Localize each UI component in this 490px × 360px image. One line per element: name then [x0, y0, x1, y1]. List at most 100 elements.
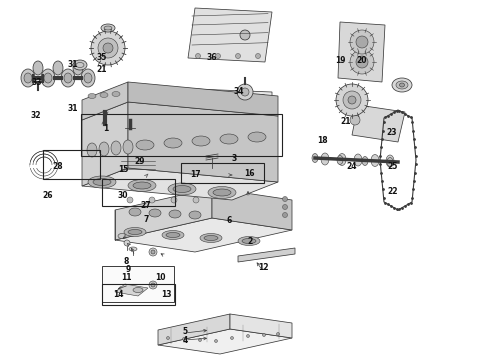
Polygon shape — [82, 102, 128, 186]
Circle shape — [198, 338, 201, 342]
Ellipse shape — [220, 134, 238, 144]
Ellipse shape — [200, 234, 222, 243]
Polygon shape — [82, 168, 278, 200]
Text: 34: 34 — [234, 87, 245, 96]
Circle shape — [99, 106, 111, 118]
Circle shape — [356, 36, 368, 48]
Ellipse shape — [204, 235, 218, 240]
Polygon shape — [115, 218, 292, 252]
Circle shape — [263, 333, 266, 337]
Circle shape — [151, 283, 155, 287]
Text: 24: 24 — [346, 162, 357, 171]
Ellipse shape — [124, 228, 146, 237]
Circle shape — [230, 170, 240, 180]
Polygon shape — [352, 105, 405, 142]
Circle shape — [232, 172, 238, 177]
Polygon shape — [238, 248, 295, 262]
Polygon shape — [188, 8, 272, 62]
Polygon shape — [222, 102, 252, 120]
Ellipse shape — [88, 176, 116, 188]
Circle shape — [241, 88, 249, 96]
Circle shape — [149, 197, 155, 203]
Ellipse shape — [242, 239, 256, 243]
Ellipse shape — [121, 150, 155, 164]
Circle shape — [167, 337, 170, 339]
Polygon shape — [168, 88, 272, 112]
Text: 1: 1 — [103, 125, 108, 134]
Circle shape — [356, 56, 368, 68]
Text: 33: 33 — [31, 78, 42, 87]
Circle shape — [283, 197, 288, 202]
Ellipse shape — [321, 153, 329, 165]
Ellipse shape — [139, 100, 157, 108]
Circle shape — [261, 95, 266, 99]
Polygon shape — [212, 188, 292, 230]
Ellipse shape — [169, 210, 181, 218]
Circle shape — [91, 31, 125, 65]
Circle shape — [236, 54, 241, 59]
Text: 12: 12 — [258, 263, 269, 272]
Ellipse shape — [166, 233, 180, 238]
Polygon shape — [115, 284, 148, 296]
Ellipse shape — [248, 132, 266, 142]
Text: 3: 3 — [232, 154, 237, 163]
Circle shape — [240, 30, 250, 40]
Circle shape — [127, 197, 133, 203]
Circle shape — [124, 240, 130, 246]
Polygon shape — [158, 329, 292, 354]
Circle shape — [283, 204, 288, 210]
Bar — [102, 284, 175, 305]
Circle shape — [255, 54, 261, 59]
Text: 28: 28 — [52, 162, 63, 171]
Circle shape — [211, 118, 219, 126]
Ellipse shape — [136, 140, 154, 150]
Text: 18: 18 — [317, 136, 328, 145]
Circle shape — [182, 338, 186, 341]
Text: 22: 22 — [388, 187, 398, 196]
Circle shape — [261, 108, 266, 112]
Ellipse shape — [399, 83, 405, 87]
Ellipse shape — [104, 26, 112, 30]
Circle shape — [215, 339, 218, 342]
Text: 13: 13 — [161, 290, 172, 299]
Ellipse shape — [99, 142, 109, 156]
Ellipse shape — [128, 230, 142, 234]
Circle shape — [149, 248, 157, 256]
Circle shape — [98, 38, 118, 58]
Ellipse shape — [337, 156, 343, 165]
Circle shape — [122, 104, 138, 120]
Polygon shape — [128, 82, 278, 116]
Polygon shape — [115, 188, 212, 240]
Circle shape — [208, 168, 216, 176]
Ellipse shape — [192, 136, 210, 146]
Bar — [181, 163, 264, 183]
Circle shape — [101, 124, 109, 132]
Ellipse shape — [354, 154, 362, 166]
Text: 21: 21 — [340, 117, 351, 126]
Text: 16: 16 — [245, 169, 255, 178]
Bar — [102, 266, 174, 302]
Ellipse shape — [164, 138, 182, 148]
Ellipse shape — [392, 78, 412, 92]
Ellipse shape — [73, 60, 87, 70]
Text: 19: 19 — [335, 56, 346, 65]
Ellipse shape — [173, 185, 191, 193]
Ellipse shape — [53, 61, 63, 75]
Text: 36: 36 — [206, 53, 217, 62]
Ellipse shape — [87, 143, 97, 157]
Ellipse shape — [199, 95, 217, 105]
Ellipse shape — [121, 168, 155, 182]
Text: 5: 5 — [183, 327, 188, 336]
Polygon shape — [188, 112, 248, 135]
Ellipse shape — [129, 247, 137, 251]
Circle shape — [246, 334, 249, 338]
Text: 11: 11 — [121, 273, 132, 282]
Bar — [43, 150, 100, 179]
Ellipse shape — [73, 61, 83, 75]
Bar — [121, 157, 155, 175]
Ellipse shape — [162, 230, 184, 239]
Ellipse shape — [33, 61, 43, 75]
Ellipse shape — [112, 91, 120, 96]
Ellipse shape — [222, 96, 240, 106]
Text: 4: 4 — [183, 336, 188, 345]
